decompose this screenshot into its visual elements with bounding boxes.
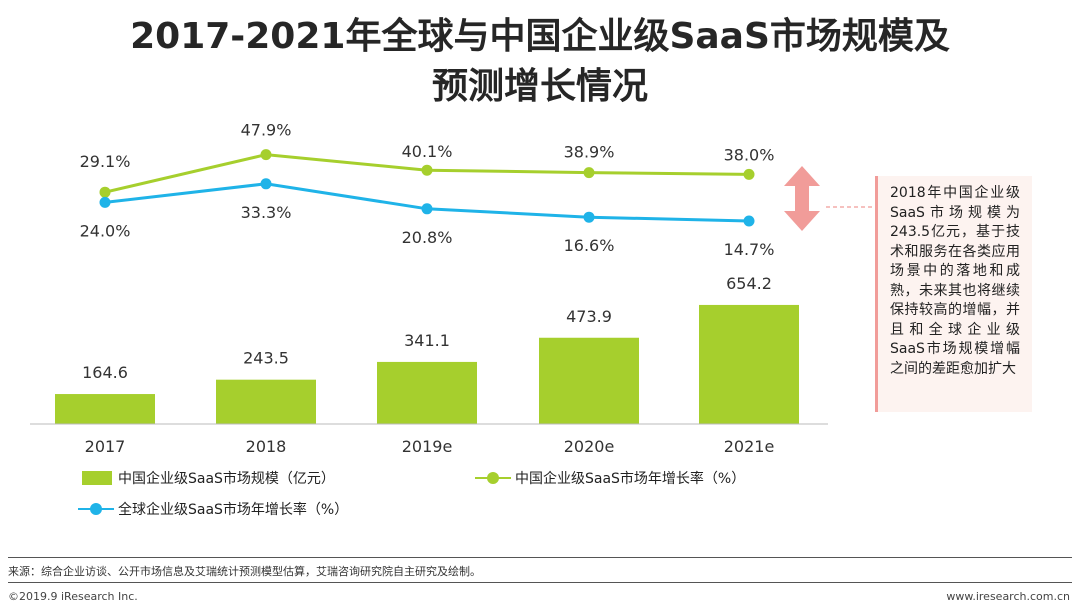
china-growth-label-2019e: 40.1% [402, 142, 453, 161]
global-growth-point-2021e [743, 215, 755, 227]
bar-2020e [539, 337, 639, 424]
legend-bar-swatch [82, 471, 112, 485]
global-growth-line [104, 182, 750, 223]
bar-2021e [699, 304, 799, 424]
x-tick-2018: 2018 [246, 437, 287, 456]
bar-label-2021e: 654.2 [726, 274, 772, 293]
china-growth-point-2019e [421, 164, 433, 176]
copyright: ©2019.9 iResearch Inc. [8, 590, 138, 603]
legend-china-line: 中国企业级SaaS市场年增长率（%） [475, 468, 745, 488]
legend-china-label: 中国企业级SaaS市场年增长率（%） [515, 471, 746, 487]
global-growth-label-2017: 24.0% [80, 221, 131, 240]
legend-china-swatch [475, 471, 511, 485]
legend-bar-label: 中国企业级SaaS市场规模（亿元） [118, 471, 335, 487]
china-growth-label-2020e: 38.9% [564, 143, 615, 162]
x-tick-2017: 2017 [85, 437, 126, 456]
source-note: 来源：综合企业访谈、公开市场信息及艾瑞统计预测模型估算，艾瑞咨询研究院自主研究及… [8, 565, 481, 578]
global-growth-point-2017 [99, 196, 111, 208]
bar-label-2018: 243.5 [243, 349, 289, 368]
source-divider [8, 557, 1072, 558]
global-growth-label-2018: 33.3% [241, 203, 292, 222]
china-growth-point-2020e [583, 167, 595, 179]
global-growth-point-2019e [421, 203, 433, 215]
callout-box: 2018年中国企业级SaaS市场规模为243.5亿元，基于技术和服务在各类应用场… [875, 176, 1032, 412]
global-growth-label-2019e: 20.8% [402, 228, 453, 247]
china-growth-point-2021e [743, 168, 755, 180]
x-tick-2020e: 2020e [564, 437, 615, 456]
callout-accent-bar [875, 176, 878, 412]
callout-text: 2018年中国企业级SaaS市场规模为243.5亿元，基于技术和服务在各类应用场… [890, 185, 1020, 377]
legend-global-label: 全球企业级SaaS市场年增长率（%） [118, 502, 349, 518]
bar-2019e [377, 361, 477, 424]
bar-2017 [55, 394, 155, 424]
footer-divider [8, 582, 1072, 583]
global-growth-point-2018 [260, 178, 272, 190]
bar-label-2020e: 473.9 [566, 307, 612, 326]
bar-label-2019e: 341.1 [404, 331, 450, 350]
global-growth-label-2021e: 14.7% [724, 240, 775, 259]
legend-global-line: 全球企业级SaaS市场年增长率（%） [78, 499, 348, 519]
china-growth-point-2017 [99, 186, 111, 198]
x-tick-2021e: 2021e [724, 437, 775, 456]
legend-bar: 中国企业级SaaS市场规模（亿元） [82, 468, 335, 488]
china-growth-label-2021e: 38.0% [724, 145, 775, 164]
china-growth-point-2018 [260, 149, 272, 161]
bar-label-2017: 164.6 [82, 363, 128, 382]
x-tick-2019e: 2019e [402, 437, 453, 456]
bar-2018 [216, 379, 316, 424]
china-growth-label-2018: 47.9% [241, 121, 292, 140]
chart-title-line1: 2017-2021年全球与中国企业级SaaS市场规模及 [130, 16, 950, 57]
gap-arrow-icon [784, 166, 820, 231]
website: www.iresearch.com.cn [946, 590, 1070, 603]
global-growth-label-2020e: 16.6% [564, 236, 615, 255]
global-growth-point-2020e [583, 211, 595, 223]
china-growth-label-2017: 29.1% [80, 152, 131, 171]
legend-global-swatch [78, 502, 114, 516]
chart-title-line2: 预测增长情况 [431, 66, 648, 107]
